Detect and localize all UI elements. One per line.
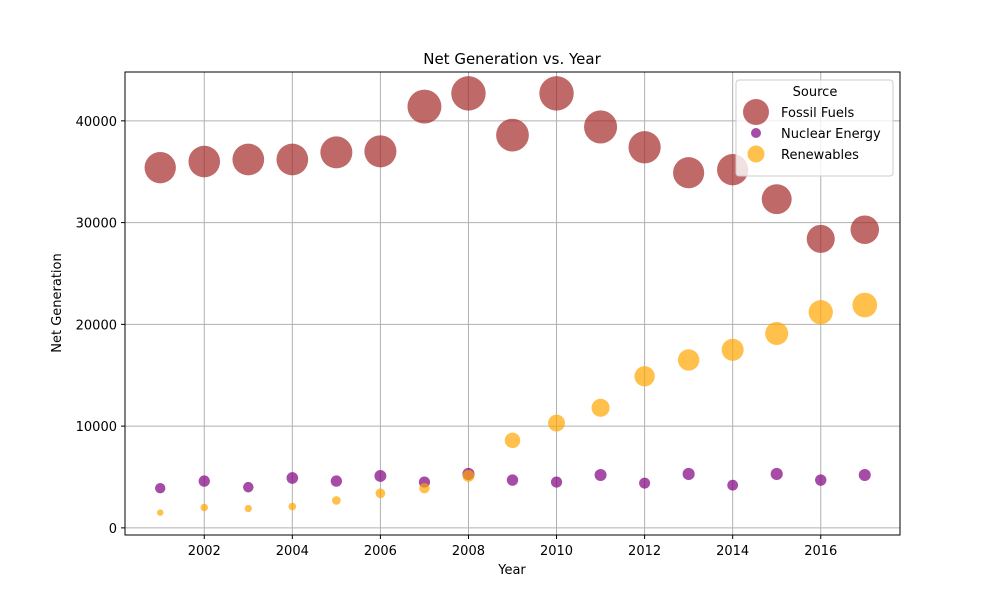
x-tick-label: 2010 (540, 544, 573, 559)
x-axis-label: Year (497, 563, 526, 578)
point-renewables (332, 496, 341, 505)
point-renewables (721, 338, 744, 361)
point-nuclear-energy (594, 468, 607, 481)
legend-marker-renewables (747, 145, 765, 163)
point-fossil-fuels (850, 215, 880, 244)
x-tick-label: 2012 (628, 544, 661, 559)
data-points (144, 76, 880, 516)
point-nuclear-energy (506, 474, 519, 486)
legend-label-fossil-fuels: Fossil Fuels (781, 106, 854, 121)
x-tick-label: 2016 (804, 544, 837, 559)
point-fossil-fuels (276, 143, 309, 176)
point-fossil-fuels (232, 143, 265, 176)
point-renewables (244, 504, 252, 513)
point-renewables (419, 482, 430, 494)
point-fossil-fuels (188, 145, 221, 178)
legend-marker-nuclear-energy (751, 128, 761, 138)
point-nuclear-energy (815, 474, 827, 486)
point-renewables (677, 349, 700, 371)
point-fossil-fuels (539, 76, 574, 111)
point-renewables (591, 398, 610, 417)
legend-box (735, 79, 894, 177)
plot-frame (124, 71, 901, 536)
point-nuclear-energy (639, 477, 651, 489)
point-nuclear-energy (727, 479, 739, 491)
point-fossil-fuels (407, 89, 442, 124)
point-renewables (504, 432, 521, 449)
point-nuclear-energy (286, 472, 299, 484)
x-tick-label: 2006 (364, 544, 397, 559)
point-nuclear-energy (198, 475, 210, 487)
point-nuclear-energy (330, 475, 343, 487)
y-tick-label: 0 (109, 522, 117, 537)
point-fossil-fuels (673, 157, 705, 189)
point-nuclear-energy (858, 468, 871, 481)
y-tick-label: 40000 (76, 115, 117, 130)
x-tick-label: 2004 (276, 544, 309, 559)
point-fossil-fuels (451, 76, 486, 111)
point-renewables (156, 509, 164, 516)
point-nuclear-energy (374, 470, 387, 482)
point-fossil-fuels (496, 118, 529, 152)
legend-title: Source (793, 85, 838, 100)
legend-marker-fossil-fuels (743, 99, 769, 125)
point-nuclear-energy (243, 481, 254, 493)
chart-title: Net Generation vs. Year (423, 50, 601, 68)
point-renewables (462, 470, 475, 482)
point-renewables (634, 366, 655, 387)
legend-label-renewables: Renewables (781, 148, 859, 163)
point-nuclear-energy (155, 482, 166, 494)
point-renewables (852, 292, 878, 318)
point-nuclear-energy (682, 467, 695, 481)
axis-ticks: 2002 2004 2006 2008 2010 2012 2014 2016 0 10000 20… (76, 115, 838, 559)
x-tick-label: 2008 (452, 544, 485, 559)
point-fossil-fuels (761, 184, 792, 215)
point-renewables (200, 503, 208, 512)
legend: Source Fossil Fuels Nuclear Energy Renewab… (735, 79, 894, 177)
point-fossil-fuels (628, 131, 661, 164)
point-fossil-fuels (806, 224, 835, 253)
point-fossil-fuels (364, 135, 397, 168)
point-nuclear-energy (550, 476, 563, 488)
y-axis-label: Net Generation (50, 253, 65, 352)
y-tick-label: 20000 (76, 318, 117, 333)
legend-label-nuclear-energy: Nuclear Energy (781, 127, 881, 142)
x-tick-label: 2014 (716, 544, 749, 559)
y-tick-label: 10000 (76, 420, 117, 435)
point-fossil-fuels (144, 151, 176, 184)
point-fossil-fuels (320, 136, 353, 169)
x-tick-label: 2002 (188, 544, 221, 559)
point-fossil-fuels (584, 110, 618, 144)
point-nuclear-energy (770, 467, 783, 481)
point-renewables (808, 300, 833, 325)
point-renewables (288, 502, 297, 511)
point-renewables (548, 414, 565, 432)
point-renewables (375, 488, 386, 499)
point-renewables (765, 321, 789, 346)
y-tick-label: 30000 (76, 217, 117, 232)
